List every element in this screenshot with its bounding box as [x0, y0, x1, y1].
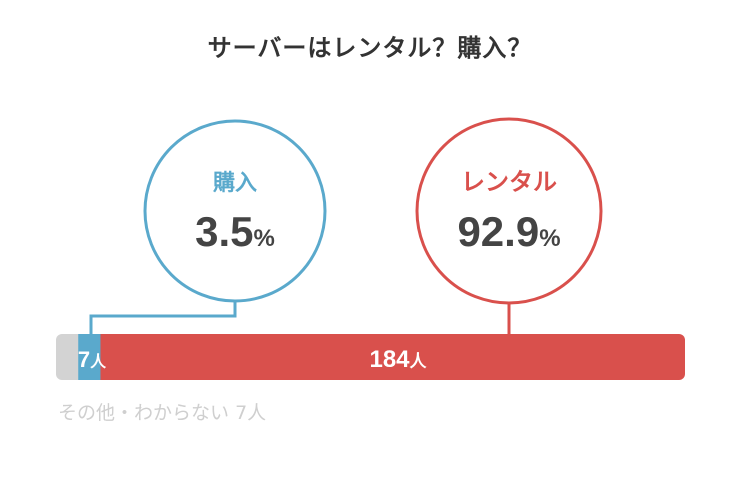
purchase-percent: 3.5 — [195, 208, 253, 255]
chart-title: サーバーはレンタル？購入？ — [207, 34, 533, 62]
rental-unit: 人 — [410, 352, 428, 372]
rental-percent: 92.9 — [457, 208, 539, 255]
bar-segment-purchase — [78, 334, 101, 380]
purchase-unit: 人 — [90, 352, 107, 371]
other-caption-count: 7人 — [235, 402, 267, 424]
bar-segment-rental — [100, 334, 685, 380]
stacked-bar — [56, 334, 685, 380]
rental-bubble-value: 92.9% — [457, 208, 560, 255]
rental-count: 184 — [369, 346, 410, 373]
rental-bar-label: 184人 — [369, 346, 427, 373]
purchase-count: 7 — [78, 347, 90, 372]
purchase-bubble-label: 購入 — [213, 171, 257, 196]
other-caption: その他・わからない 7人 — [58, 398, 266, 425]
purchase-bar-label: 7人 — [78, 347, 107, 372]
rental-bubble-label: レンタル — [461, 168, 557, 196]
purchase-bubble-value: 3.5% — [195, 208, 275, 255]
rental-percent-sign: % — [539, 225, 560, 252]
purchase-bubble — [143, 119, 327, 303]
purchase-percent-sign: % — [254, 225, 275, 252]
rental-bubble — [415, 117, 603, 305]
other-caption-label: その他・わからない — [58, 402, 230, 424]
bar-segment-other — [56, 334, 79, 380]
